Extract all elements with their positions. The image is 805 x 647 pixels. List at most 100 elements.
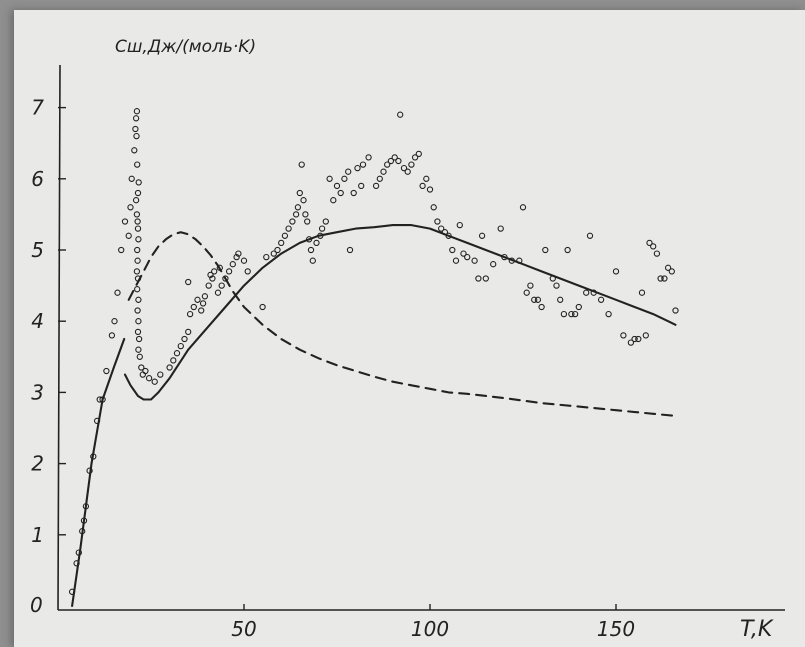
- y-tick-label-2: 2: [31, 452, 44, 476]
- data-point: [229, 261, 236, 268]
- ticks-group: 1 2 3 4 5 6 7 50 100 150: [31, 96, 635, 641]
- data-point: [296, 189, 303, 197]
- data-point: [542, 246, 549, 254]
- x-axis-label: T,K: [740, 617, 774, 642]
- axes-group: Cш,Дж/(моль·K) T,K 0: [30, 37, 785, 642]
- data-point: [333, 182, 341, 190]
- data-point: [475, 275, 482, 282]
- data-point: [244, 268, 251, 275]
- data-point: [68, 588, 76, 595]
- data-point: [387, 157, 395, 165]
- data-point: [305, 236, 313, 243]
- data-point: [93, 417, 101, 425]
- data-point: [118, 246, 125, 254]
- data-point: [170, 357, 177, 364]
- data-point: [298, 161, 305, 168]
- data-point: [281, 232, 289, 239]
- data-point: [86, 467, 93, 474]
- data-point: [166, 364, 173, 371]
- data-point: [322, 218, 329, 225]
- data-point: [354, 164, 361, 172]
- data-point: [508, 257, 515, 264]
- data-point: [151, 378, 158, 385]
- data-point: [482, 275, 489, 282]
- data-point: [181, 335, 188, 343]
- data-point: [661, 275, 668, 282]
- data-point: [531, 296, 538, 303]
- data-point: [235, 250, 242, 257]
- data-point: [460, 250, 467, 257]
- data-point: [198, 307, 205, 314]
- data-point: [341, 175, 348, 182]
- y-axis-label: Cш,Дж/(моль·K): [115, 37, 256, 57]
- data-point: [134, 275, 142, 282]
- data-point: [583, 289, 590, 296]
- data-point: [186, 310, 194, 318]
- data-point: [527, 282, 534, 289]
- data-point: [125, 232, 132, 239]
- data-point: [96, 396, 103, 403]
- data-point: [138, 364, 145, 371]
- y-tick-label-4: 4: [31, 309, 44, 333]
- data-point: [345, 168, 352, 175]
- data-point: [259, 303, 266, 311]
- data-point: [292, 211, 300, 218]
- data-point: [571, 310, 579, 318]
- data-point: [400, 164, 408, 172]
- data-points-group: [68, 108, 679, 595]
- data-point: [445, 232, 452, 239]
- data-point: [289, 218, 296, 225]
- data-point: [134, 218, 141, 225]
- data-point: [376, 175, 383, 182]
- data-point: [516, 257, 523, 264]
- data-point: [523, 289, 530, 296]
- data-point: [449, 246, 456, 254]
- data-point: [75, 549, 82, 556]
- y-tick-label-1: 1: [31, 523, 44, 547]
- data-point: [205, 282, 212, 289]
- data-point: [302, 211, 309, 218]
- data-point: [185, 278, 192, 286]
- data-point: [456, 221, 463, 229]
- data-point: [657, 275, 664, 282]
- data-point: [568, 310, 575, 318]
- data-point: [404, 168, 411, 175]
- data-point: [635, 335, 642, 343]
- data-point: [415, 150, 422, 158]
- dashed-curve-3: [127, 231, 677, 417]
- data-point: [434, 218, 441, 225]
- data-point: [646, 239, 653, 247]
- data-point: [133, 108, 141, 115]
- data-point: [426, 186, 434, 193]
- paper-sheet: [14, 10, 805, 647]
- data-point: [605, 310, 612, 318]
- data-point: [133, 268, 141, 275]
- data-point: [441, 229, 449, 236]
- data-point: [464, 253, 471, 261]
- curves-group: [71, 224, 677, 608]
- y-tick-label-5: 5: [31, 238, 44, 262]
- data-point: [233, 253, 240, 261]
- data-point: [270, 250, 277, 257]
- data-point: [127, 204, 134, 211]
- data-point: [359, 161, 367, 168]
- data-point: [80, 517, 88, 524]
- data-point: [139, 371, 146, 378]
- data-point: [134, 257, 141, 264]
- data-point: [534, 296, 542, 303]
- data-point: [240, 257, 248, 264]
- data-point: [419, 182, 426, 190]
- data-point: [263, 253, 270, 261]
- data-point: [501, 253, 508, 261]
- data-point: [317, 232, 324, 239]
- data-point: [133, 132, 140, 140]
- solid-curve-1: [71, 337, 126, 608]
- data-point: [300, 197, 307, 204]
- data-point: [586, 232, 594, 239]
- data-point: [278, 239, 285, 247]
- x-tick-label-50: 50: [231, 617, 256, 641]
- data-point: [135, 236, 142, 243]
- y-tick-label-3: 3: [31, 380, 44, 404]
- x-tick-label-150: 150: [597, 617, 635, 641]
